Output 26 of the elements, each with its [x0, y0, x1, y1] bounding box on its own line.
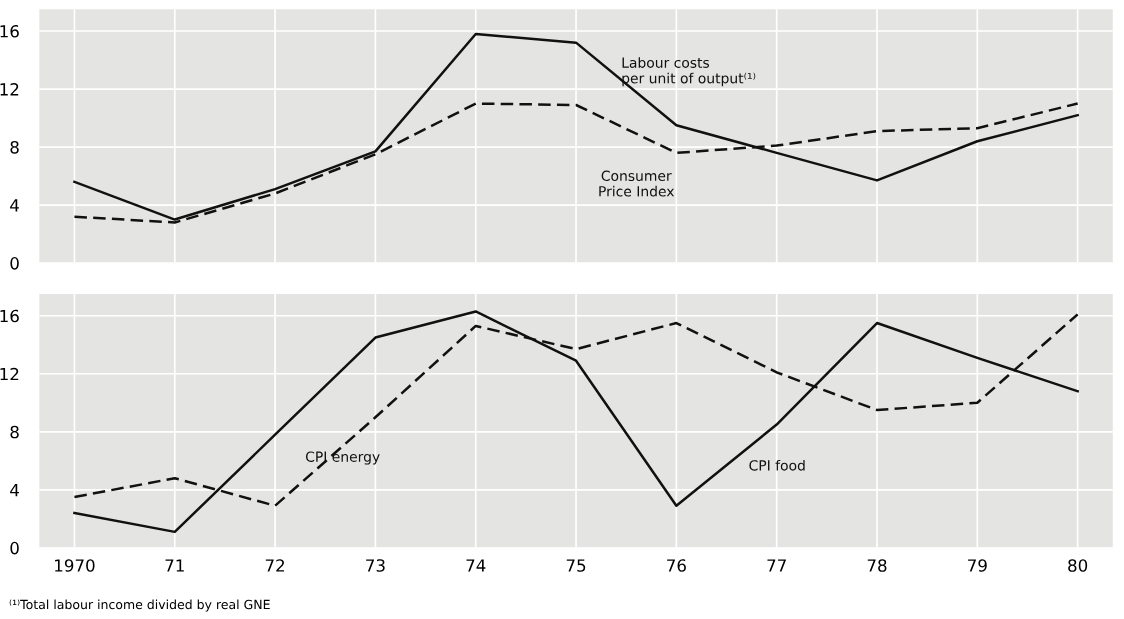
x-tick-label: 72 [265, 559, 285, 572]
x-tick-label: 1970 [55, 559, 95, 572]
series-label: CPI food [749, 459, 805, 471]
line-series [73, 32, 1079, 221]
x-tick-label: 75 [566, 559, 586, 572]
series-label: CPI energy [305, 451, 380, 465]
y-tick-label: 16 [0, 309, 19, 323]
y-tick-label: 0 [10, 541, 19, 555]
x-tick-label: 74 [466, 559, 486, 572]
y-tick-label: 12 [0, 367, 19, 381]
y-tick-label: 4 [10, 199, 19, 212]
y-tick-label: 8 [10, 141, 19, 154]
y-tick-label: 0 [10, 257, 19, 270]
series-label: Consumer Price Index [599, 170, 675, 197]
x-tick-label: 76 [667, 559, 686, 572]
y-tick-label: 8 [10, 425, 19, 439]
x-tick-label: 80 [1068, 559, 1088, 572]
text: ⁽¹⁾Total labour income divided by real GNE [9, 599, 270, 612]
x-tick-label: 79 [968, 559, 987, 572]
y-tick-label: 4 [10, 483, 19, 497]
x-tick-label: 77 [767, 559, 786, 572]
y-tick-label: 16 [0, 25, 19, 38]
x-tick-label: 73 [366, 559, 385, 572]
y-tick-label: 12 [0, 83, 19, 96]
x-tick-label: 78 [867, 559, 887, 572]
x-tick-label: 71 [165, 559, 184, 572]
